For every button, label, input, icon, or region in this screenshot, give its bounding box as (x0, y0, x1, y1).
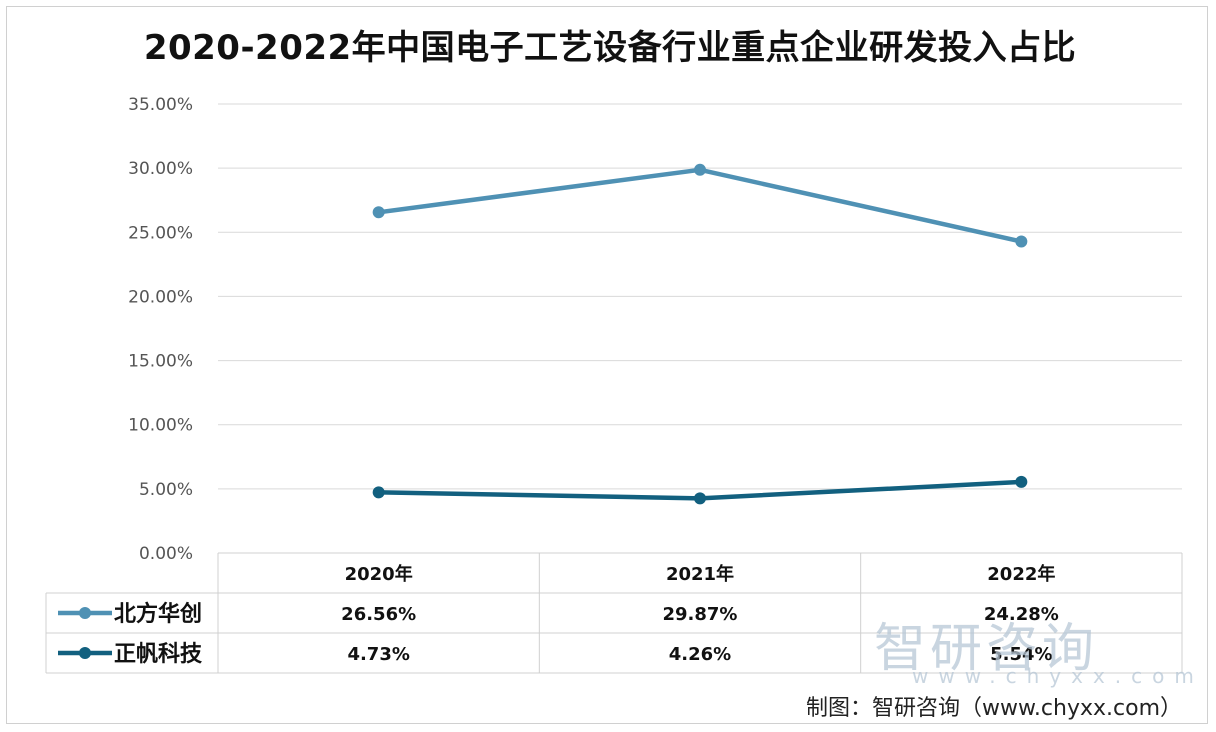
legend-label: 正帆科技 (114, 642, 203, 667)
y-tick-label: 15.00% (128, 352, 193, 372)
data-point (694, 492, 706, 505)
legend-label: 北方华创 (114, 601, 202, 627)
series-line-1 (378, 167, 1022, 244)
data-point (372, 486, 385, 499)
data-point (694, 163, 706, 176)
chart-title: 2020-2022年中国电子工艺设备行业重点企业研发投入占比 (143, 28, 1077, 68)
data-label: 29.87% (663, 604, 738, 625)
legend-marker (79, 607, 91, 619)
data-point (1015, 235, 1028, 248)
data-label: 26.56% (341, 604, 416, 625)
watermark-url: www.chyxx.com (912, 664, 1204, 688)
legend-marker (79, 647, 91, 659)
category-label: 2020年 (345, 563, 413, 585)
y-tick-label: 20.00% (128, 287, 193, 307)
y-tick-label: 10.00% (128, 416, 193, 436)
y-tick-label: 0.00% (139, 544, 193, 564)
category-label: 2022年 (987, 563, 1055, 585)
data-label: 5.54% (990, 644, 1052, 665)
data-label: 24.28% (984, 604, 1059, 625)
data-label: 4.26% (669, 644, 731, 665)
data-point (1015, 475, 1028, 488)
source-footer: 制图：智研咨询（www.chyxx.com） (805, 696, 1182, 721)
chart-frame (6, 6, 1208, 724)
y-tick-label: 35.00% (128, 95, 193, 115)
data-label: 4.73% (347, 644, 409, 665)
watermark-logo: 智研咨询 (874, 619, 1099, 679)
y-tick-label: 5.00% (139, 480, 193, 500)
data-point (372, 206, 385, 219)
y-tick-label: 25.00% (128, 223, 193, 243)
category-label: 2021年 (666, 563, 734, 585)
y-tick-label: 30.00% (128, 159, 193, 179)
